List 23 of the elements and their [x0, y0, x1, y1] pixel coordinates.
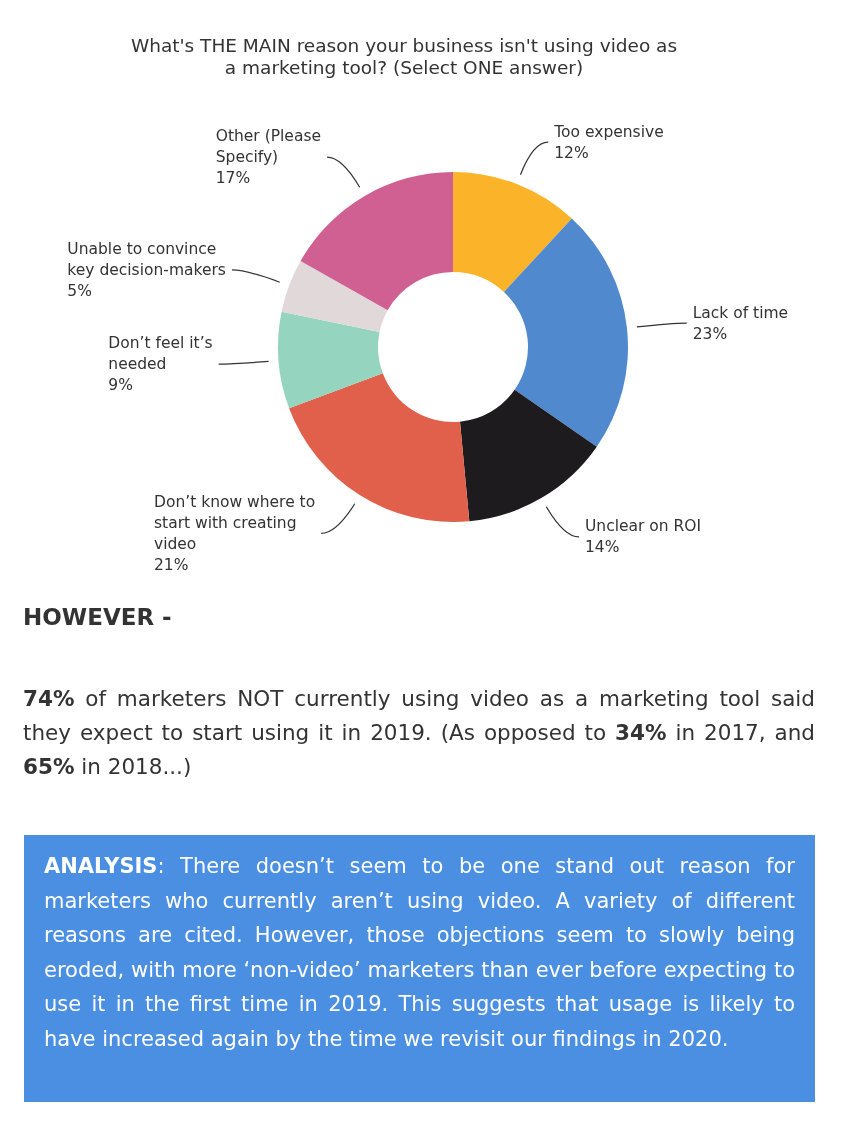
data-label: 5%	[67, 281, 92, 300]
text: HOWEVER -	[23, 604, 172, 630]
data-label: 23%	[692, 324, 728, 343]
data-label: 12%	[554, 143, 589, 162]
slice-label: Don’t know where to start with creating video	[154, 492, 316, 553]
data-label: 14%	[584, 538, 620, 557]
slice-label: Unable to convince key decision-makers	[67, 239, 226, 279]
slice-label: Other (Please Specify)	[215, 127, 322, 167]
slice-label: Don’t feel it’s needed	[108, 334, 213, 374]
text: ANALYSIS: There doesn’t seem to be one stand out reason for marketers who currently aren’t using video. A variety of different reasons are cited. However, those objections seem to slowly being eroded, with more ‘non-video’ marketers than ever before expecting to use it in the first time in 2019. This suggests that usage is likely to have increased again by the time we revisit our findings in 2020.	[44, 854, 795, 1051]
donut-slice	[300, 172, 453, 311]
donut-slice	[278, 311, 383, 409]
slice-label: Unclear on ROI	[584, 517, 702, 536]
chart-title: What's THE MAIN reason your business isn't using video as a marketing tool? (Select ONE answer)	[130, 35, 678, 78]
slice-label: Too expensive	[553, 122, 664, 141]
donut-slice	[503, 218, 628, 447]
data-label: 21%	[154, 555, 189, 574]
data-label: 9%	[108, 376, 133, 395]
slice-label: Lack of time	[692, 303, 789, 322]
donut-slice	[281, 261, 388, 332]
data-label: 17%	[215, 169, 251, 188]
text: 74% of marketers NOT currently using video as a marketing tool said they expect to start using it in 2019. (As opposed to 34% in 2017, and 65% in 2018...)	[23, 686, 815, 779]
donut-slice	[453, 172, 572, 292]
